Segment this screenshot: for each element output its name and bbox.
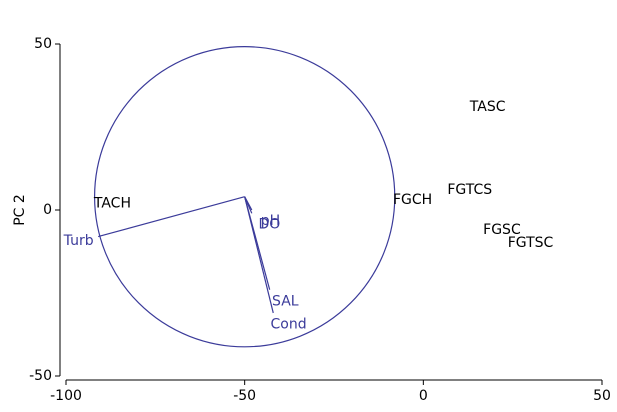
variable-label: DO xyxy=(258,217,280,233)
loading-vector xyxy=(98,196,245,238)
sample-label: FGTSC xyxy=(508,235,554,251)
y-tick-label: 0 xyxy=(43,202,52,218)
variable-label: Cond xyxy=(271,317,307,333)
sample-label: TACH xyxy=(93,195,131,211)
variable-label: pH xyxy=(261,213,280,229)
correlation-circle xyxy=(93,46,396,348)
x-tick-label: -50 xyxy=(233,388,256,404)
sample-label: FGTCS xyxy=(447,182,492,198)
x-tick-label: 0 xyxy=(419,388,428,404)
sample-label: FGSC xyxy=(483,222,521,238)
x-tick-label: -100 xyxy=(50,388,82,404)
sample-label: TASC xyxy=(469,99,506,115)
loading-vector xyxy=(244,196,274,314)
sample-label: FGCH xyxy=(393,192,432,208)
variable-label: Turb xyxy=(63,233,94,249)
x-tick-label: 50 xyxy=(593,388,611,404)
y-tick-label: 50 xyxy=(34,36,52,52)
variable-label: SAL xyxy=(272,293,299,309)
y-axis-label: PC 2 xyxy=(12,194,28,226)
y-tick-label: -50 xyxy=(29,368,52,384)
